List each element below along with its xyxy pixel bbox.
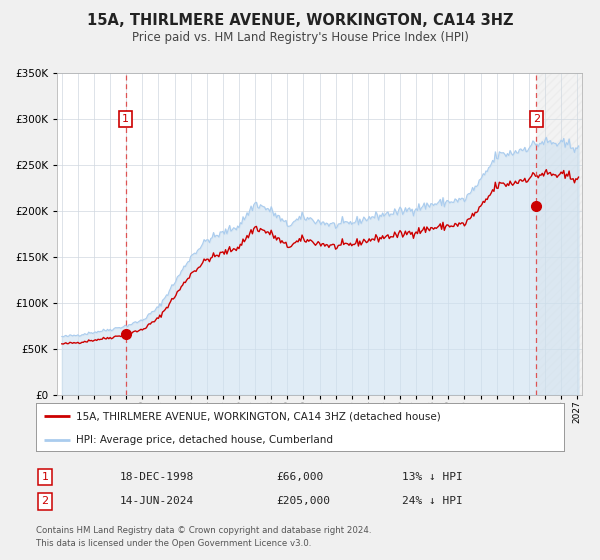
- Text: HPI: Average price, detached house, Cumberland: HPI: Average price, detached house, Cumb…: [76, 435, 332, 445]
- Text: 18-DEC-1998: 18-DEC-1998: [120, 472, 194, 482]
- Text: £205,000: £205,000: [276, 496, 330, 506]
- Text: £66,000: £66,000: [276, 472, 323, 482]
- Text: Price paid vs. HM Land Registry's House Price Index (HPI): Price paid vs. HM Land Registry's House …: [131, 31, 469, 44]
- Text: 15A, THIRLMERE AVENUE, WORKINGTON, CA14 3HZ: 15A, THIRLMERE AVENUE, WORKINGTON, CA14 …: [87, 13, 513, 29]
- Text: 24% ↓ HPI: 24% ↓ HPI: [402, 496, 463, 506]
- Text: 14-JUN-2024: 14-JUN-2024: [120, 496, 194, 506]
- Bar: [536, 73, 582, 395]
- Text: Contains HM Land Registry data © Crown copyright and database right 2024.: Contains HM Land Registry data © Crown c…: [36, 526, 371, 535]
- Text: 13% ↓ HPI: 13% ↓ HPI: [402, 472, 463, 482]
- Text: 2: 2: [533, 114, 540, 124]
- Text: This data is licensed under the Open Government Licence v3.0.: This data is licensed under the Open Gov…: [36, 539, 311, 548]
- Text: 2: 2: [41, 496, 49, 506]
- Text: 15A, THIRLMERE AVENUE, WORKINGTON, CA14 3HZ (detached house): 15A, THIRLMERE AVENUE, WORKINGTON, CA14 …: [76, 411, 440, 421]
- Text: 1: 1: [41, 472, 49, 482]
- Text: 1: 1: [122, 114, 129, 124]
